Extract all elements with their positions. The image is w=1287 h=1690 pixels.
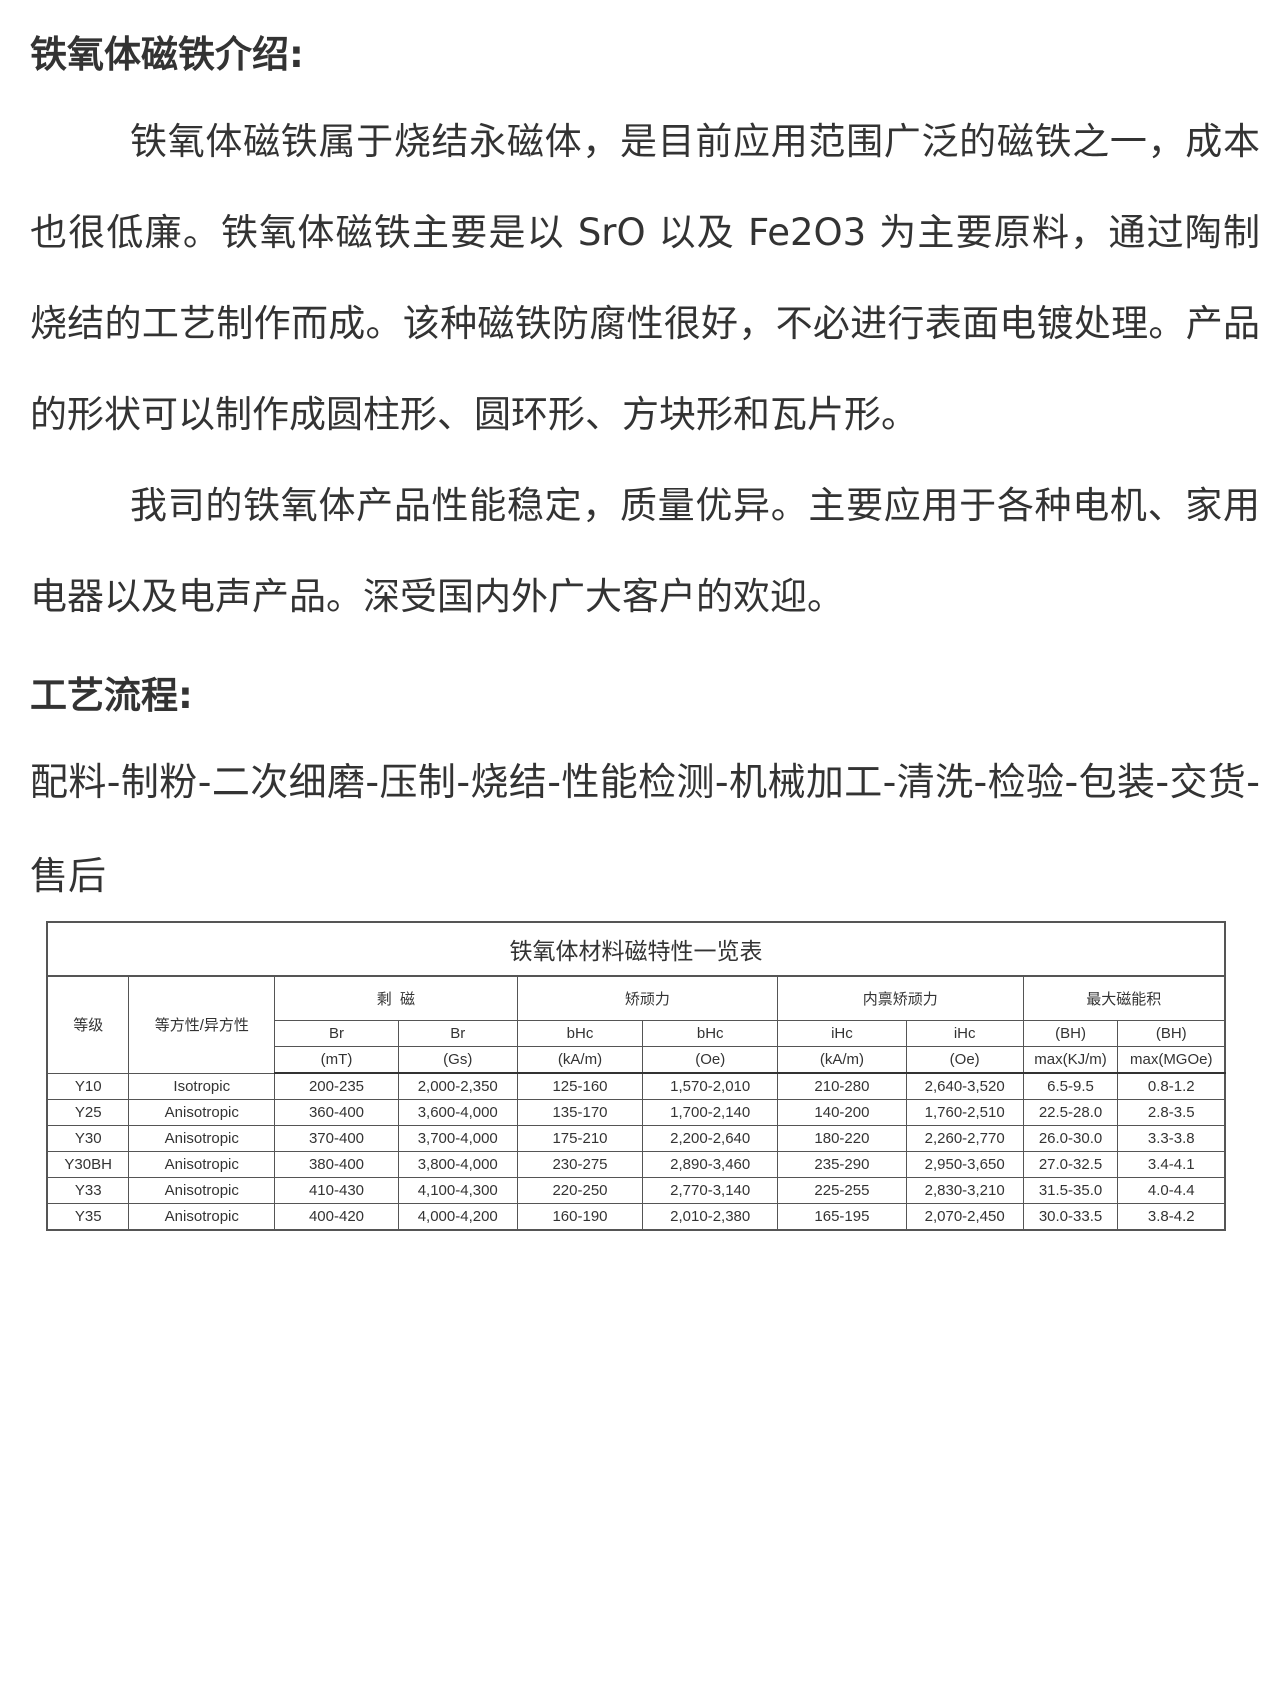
subheader-cell: bHc [516, 1020, 644, 1047]
table-cell: 140-200 [777, 1099, 907, 1126]
table-cell: Anisotropic [128, 1151, 276, 1178]
table-cell: 210-280 [777, 1072, 907, 1100]
table-cell: Y33 [46, 1177, 130, 1204]
header-grade: 等级 [46, 975, 130, 1074]
subheader-cell: bHc [642, 1020, 779, 1047]
table-cell: Isotropic [128, 1072, 276, 1100]
unit-cell: (Oe) [905, 1046, 1024, 1074]
ferrite-properties-table: 铁氧体材料磁特性一览表 等级 等方性/异方性 剩 磁 矫顽力 内禀矫顽力 最大磁… [46, 921, 1226, 1231]
subheader-cell: Br [274, 1020, 399, 1047]
header-isotropy: 等方性/异方性 [128, 975, 276, 1074]
table-cell: 230-275 [516, 1151, 644, 1178]
table-cell: 2,010-2,380 [642, 1203, 779, 1231]
table-cell: 3,800-4,000 [397, 1151, 518, 1178]
intro-paragraph-1: 铁氧体磁铁属于烧结永磁体，是目前应用范围广泛的磁铁之一，成本也很低廉。铁氧体磁铁… [30, 120, 1260, 436]
table-cell: 225-255 [777, 1177, 907, 1204]
table-cell: 410-430 [274, 1177, 399, 1204]
table-row: Y10 Isotropic 200-235 2,000-2,350 125-160 1,5… [46, 1072, 1226, 1100]
table-cell: 400-420 [274, 1203, 399, 1231]
table-cell: Anisotropic [128, 1177, 276, 1204]
table-cell: 3,700-4,000 [397, 1125, 518, 1152]
table-cell: 4,000-4,200 [397, 1203, 518, 1231]
table-cell: 235-290 [777, 1151, 907, 1178]
unit-cell: (Oe) [642, 1046, 779, 1074]
table-cell: 135-170 [516, 1099, 644, 1126]
unit-cell: (kA/m) [516, 1046, 644, 1074]
subheader-cell: (BH) [1117, 1020, 1226, 1047]
table-cell: 2,770-3,140 [642, 1177, 779, 1204]
header-coercivity: 矫顽力 [516, 975, 779, 1021]
table-cell: Anisotropic [128, 1125, 276, 1152]
table-cell: 2,640-3,520 [905, 1072, 1024, 1100]
header-remanence: 剩 磁 [274, 975, 518, 1021]
intro-paragraph-2: 我司的铁氧体产品性能稳定，质量优异。主要应用于各种电机、家用电器以及电声产品。深… [30, 484, 1260, 618]
table-cell: 2,260-2,770 [905, 1125, 1024, 1152]
table-row: Y33 Anisotropic 410-430 4,100-4,300 220-250 2… [46, 1177, 1226, 1204]
table-row: Y30BH Anisotropic 380-400 3,800-4,000 230-27… [46, 1151, 1226, 1178]
table-cell: 4.0-4.4 [1117, 1177, 1226, 1204]
table-cell: Y35 [46, 1203, 130, 1231]
table-cell: Y10 [46, 1072, 130, 1100]
table-row: Y30 Anisotropic 370-400 3,700-4,000 175-210 2… [46, 1125, 1226, 1152]
table-cell: 4,100-4,300 [397, 1177, 518, 1204]
table-cell: 160-190 [516, 1203, 644, 1231]
unit-cell: (mT) [274, 1046, 399, 1074]
table-cell: Y30BH [46, 1151, 130, 1178]
table-cell: 30.0-33.5 [1022, 1203, 1119, 1231]
table-cell: 3,600-4,000 [397, 1099, 518, 1126]
table-cell: 2,070-2,450 [905, 1203, 1024, 1231]
unit-cell: max(KJ/m) [1022, 1046, 1119, 1074]
table-cell: 380-400 [274, 1151, 399, 1178]
table-cell: 3.8-4.2 [1117, 1203, 1226, 1231]
table-cell: Anisotropic [128, 1203, 276, 1231]
table-cell: 2,830-3,210 [905, 1177, 1024, 1204]
table-cell: 3.3-3.8 [1117, 1125, 1226, 1152]
subheader-cell: (BH) [1022, 1020, 1119, 1047]
unit-cell: max(MGOe) [1117, 1046, 1226, 1074]
table-row: Y25 Anisotropic 360-400 3,600-4,000 135-170 1… [46, 1099, 1226, 1126]
header-max-energy-product: 最大磁能积 [1022, 975, 1226, 1021]
table-cell: 370-400 [274, 1125, 399, 1152]
table-cell: Y25 [46, 1099, 130, 1126]
table-cell: 200-235 [274, 1072, 399, 1100]
table-cell: 2,000-2,350 [397, 1072, 518, 1100]
table-cell: 1,700-2,140 [642, 1099, 779, 1126]
table-title: 铁氧体材料磁特性一览表 [46, 921, 1226, 977]
subheader-cell: iHc [905, 1020, 1024, 1047]
header-intrinsic-coercivity: 内禀矫顽力 [777, 975, 1024, 1021]
table-cell: 1,570-2,010 [642, 1072, 779, 1100]
table-cell: 165-195 [777, 1203, 907, 1231]
table-cell: Anisotropic [128, 1099, 276, 1126]
table-cell: 31.5-35.0 [1022, 1177, 1119, 1204]
subheader-cell: iHc [777, 1020, 907, 1047]
table-cell: 180-220 [777, 1125, 907, 1152]
table-cell: 2,890-3,460 [642, 1151, 779, 1178]
table-cell: 220-250 [516, 1177, 644, 1204]
table-cell: 125-160 [516, 1072, 644, 1100]
table-cell: 6.5-9.5 [1022, 1072, 1119, 1100]
table-cell: 0.8-1.2 [1117, 1072, 1226, 1100]
table-cell: 22.5-28.0 [1022, 1099, 1119, 1126]
intro-heading: 铁氧体磁铁介绍: [30, 33, 304, 76]
table-cell: 26.0-30.0 [1022, 1125, 1119, 1152]
table-cell: 1,760-2,510 [905, 1099, 1024, 1126]
table-cell: 2,200-2,640 [642, 1125, 779, 1152]
table-cell: 2,950-3,650 [905, 1151, 1024, 1178]
process-steps: 配料-制粉-二次细磨-压制-烧结-性能检测-机械加工-清洗-检验-包装-交货-售… [30, 760, 1260, 898]
unit-cell: (Gs) [397, 1046, 518, 1074]
table-cell: Y30 [46, 1125, 130, 1152]
table-cell: 360-400 [274, 1099, 399, 1126]
table-cell: 3.4-4.1 [1117, 1151, 1226, 1178]
table-cell: 2.8-3.5 [1117, 1099, 1226, 1126]
table-cell: 27.0-32.5 [1022, 1151, 1119, 1178]
process-heading: 工艺流程: [30, 674, 193, 717]
unit-cell: (kA/m) [777, 1046, 907, 1074]
table-row: Y35 Anisotropic 400-420 4,000-4,200 160-190 2… [46, 1203, 1226, 1231]
subheader-cell: Br [397, 1020, 518, 1047]
table-cell: 175-210 [516, 1125, 644, 1152]
